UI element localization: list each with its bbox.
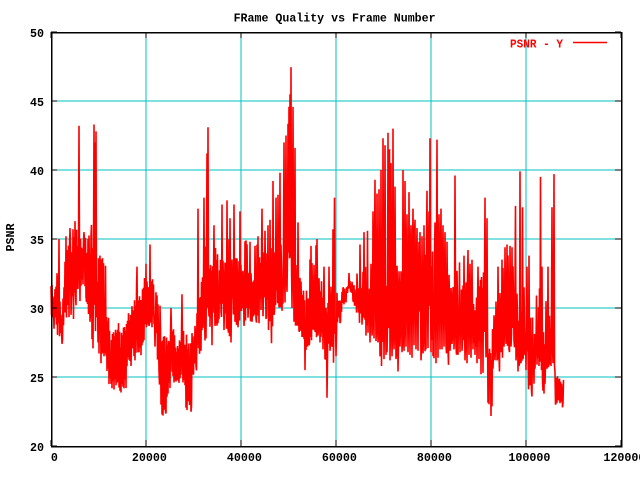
svg-text:45: 45 <box>30 96 44 110</box>
svg-text:25: 25 <box>30 372 44 386</box>
svg-text:80000: 80000 <box>417 451 452 465</box>
svg-text:40: 40 <box>30 165 44 179</box>
svg-text:0: 0 <box>51 451 58 465</box>
svg-text:20000: 20000 <box>132 451 167 465</box>
svg-text:50: 50 <box>30 27 44 41</box>
svg-text:100000: 100000 <box>508 451 550 465</box>
svg-text:40000: 40000 <box>227 451 262 465</box>
svg-text:30: 30 <box>30 303 44 317</box>
svg-text:60000: 60000 <box>322 451 357 465</box>
svg-text:35: 35 <box>30 234 44 248</box>
svg-text:120000: 120000 <box>603 451 640 465</box>
svg-text:20: 20 <box>30 441 44 455</box>
svg-text:PSNR - Y: PSNR - Y <box>510 37 564 51</box>
svg-text:FRame Quality vs Frame Number: FRame Quality vs Frame Number <box>234 12 436 26</box>
svg-text:PSNR: PSNR <box>4 223 18 252</box>
